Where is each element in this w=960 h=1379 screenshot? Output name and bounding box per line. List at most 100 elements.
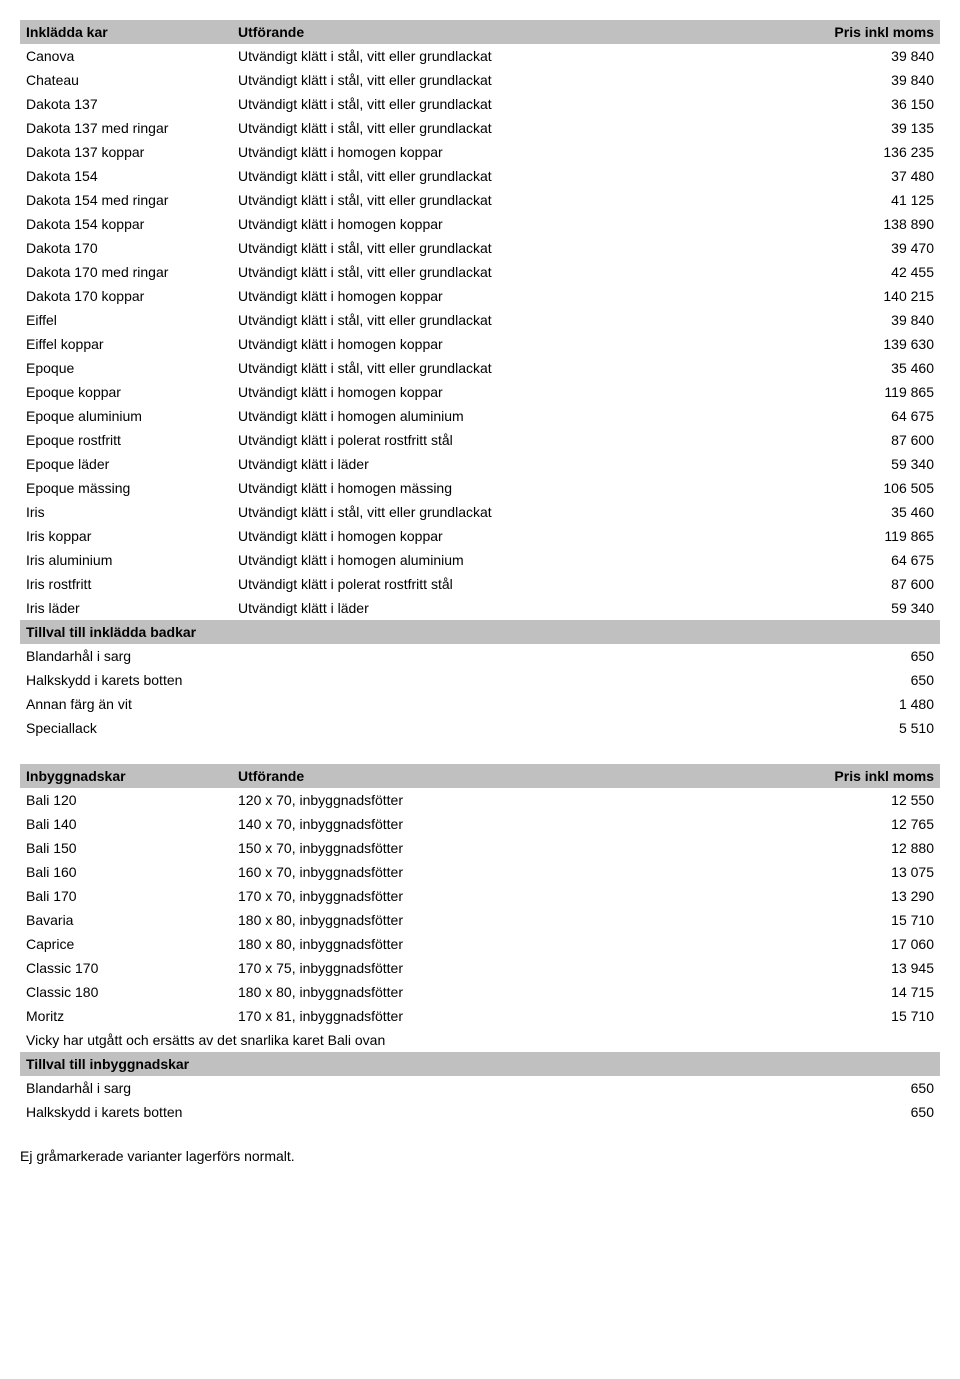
cell-desc: Utvändigt klätt i homogen koppar — [232, 332, 808, 356]
cell-desc: Utvändigt klätt i homogen koppar — [232, 524, 808, 548]
cell-price: 39 135 — [808, 116, 940, 140]
header-col2: Utförande — [232, 20, 808, 44]
table-row: Blandarhål i sarg650 — [20, 644, 940, 668]
cell-name: Eiffel — [20, 308, 232, 332]
cell-name: Bali 150 — [20, 836, 232, 860]
cell-price: 37 480 — [808, 164, 940, 188]
cell-desc: Utvändigt klätt i stål, vitt eller grund… — [232, 68, 808, 92]
cell-name: Iris rostfritt — [20, 572, 232, 596]
table-note-row: Vicky har utgått och ersätts av det snar… — [20, 1028, 940, 1052]
table-row: Iris läderUtvändigt klätt i läder59 340 — [20, 596, 940, 620]
table-row: Dakota 170Utvändigt klätt i stål, vitt e… — [20, 236, 940, 260]
table-row: Iris kopparUtvändigt klätt i homogen kop… — [20, 524, 940, 548]
cell-desc: Utvändigt klätt i homogen koppar — [232, 212, 808, 236]
cell-name: Epoque koppar — [20, 380, 232, 404]
cell-name: Dakota 137 med ringar — [20, 116, 232, 140]
table-header-row: Inklädda kar Utförande Pris inkl moms — [20, 20, 940, 44]
cell-price: 12 880 — [808, 836, 940, 860]
cell-name: Epoque läder — [20, 452, 232, 476]
table-row: Dakota 154 kopparUtvändigt klätt i homog… — [20, 212, 940, 236]
inbyggnadskar-table: Inbyggnadskar Utförande Pris inkl moms B… — [20, 764, 940, 1124]
cell-name: Epoque mässing — [20, 476, 232, 500]
cell-desc: 180 x 80, inbyggnadsfötter — [232, 908, 808, 932]
table-row: Dakota 137 kopparUtvändigt klätt i homog… — [20, 140, 940, 164]
cell-name: Classic 180 — [20, 980, 232, 1004]
cell-price: 650 — [808, 668, 940, 692]
cell-name: Bali 120 — [20, 788, 232, 812]
cell-desc: 170 x 81, inbyggnadsfötter — [232, 1004, 808, 1028]
table-row: EpoqueUtvändigt klätt i stål, vitt eller… — [20, 356, 940, 380]
cell-name: Epoque aluminium — [20, 404, 232, 428]
cell-price: 5 510 — [808, 716, 940, 740]
cell-name: Dakota 137 koppar — [20, 140, 232, 164]
cell-desc: Utvändigt klätt i homogen koppar — [232, 284, 808, 308]
cell-desc: Utvändigt klätt i stål, vitt eller grund… — [232, 188, 808, 212]
cell-desc: Utvändigt klätt i stål, vitt eller grund… — [232, 116, 808, 140]
table-row: Bavaria180 x 80, inbyggnadsfötter15 710 — [20, 908, 940, 932]
cell-price: 12 550 — [808, 788, 940, 812]
cell-price: 650 — [808, 1100, 940, 1124]
cell-desc: Utvändigt klätt i homogen aluminium — [232, 548, 808, 572]
footnote: Ej gråmarkerade varianter lagerförs norm… — [20, 1148, 940, 1164]
table-row: Dakota 137 med ringarUtvändigt klätt i s… — [20, 116, 940, 140]
cell-price: 35 460 — [808, 356, 940, 380]
cell-name: Chateau — [20, 68, 232, 92]
table-row: Annan färg än vit1 480 — [20, 692, 940, 716]
cell-name: Halkskydd i karets botten — [20, 668, 232, 692]
table-row: Caprice180 x 80, inbyggnadsfötter17 060 — [20, 932, 940, 956]
cell-price: 39 840 — [808, 68, 940, 92]
table-row: Bali 150150 x 70, inbyggnadsfötter12 880 — [20, 836, 940, 860]
cell-price: 59 340 — [808, 596, 940, 620]
table-row: Iris aluminiumUtvändigt klätt i homogen … — [20, 548, 940, 572]
cell-price: 64 675 — [808, 404, 940, 428]
cell-name: Caprice — [20, 932, 232, 956]
cell-name: Blandarhål i sarg — [20, 644, 232, 668]
cell-desc: Utvändigt klätt i stål, vitt eller grund… — [232, 164, 808, 188]
cell-desc — [232, 716, 808, 740]
table-row: Speciallack5 510 — [20, 716, 940, 740]
cell-price: 17 060 — [808, 932, 940, 956]
table-row: Epoque mässingUtvändigt klätt i homogen … — [20, 476, 940, 500]
cell-desc: 140 x 70, inbyggnadsfötter — [232, 812, 808, 836]
cell-name: Bali 170 — [20, 884, 232, 908]
table-row: Eiffel kopparUtvändigt klätt i homogen k… — [20, 332, 940, 356]
cell-price: 140 215 — [808, 284, 940, 308]
cell-desc — [232, 668, 808, 692]
tillval-section-label: Tillval till inbyggnadskar — [20, 1052, 940, 1076]
table-row: Moritz170 x 81, inbyggnadsfötter15 710 — [20, 1004, 940, 1028]
cell-price: 15 710 — [808, 1004, 940, 1028]
cell-price: 39 470 — [808, 236, 940, 260]
cell-desc: Utvändigt klätt i stål, vitt eller grund… — [232, 236, 808, 260]
cell-price: 12 765 — [808, 812, 940, 836]
cell-name: Dakota 154 — [20, 164, 232, 188]
cell-price: 41 125 — [808, 188, 940, 212]
cell-desc: Utvändigt klätt i homogen koppar — [232, 140, 808, 164]
header-col3: Pris inkl moms — [808, 20, 940, 44]
cell-desc — [232, 1076, 808, 1100]
cell-desc: 150 x 70, inbyggnadsfötter — [232, 836, 808, 860]
cell-name: Dakota 170 — [20, 236, 232, 260]
cell-name: Bali 160 — [20, 860, 232, 884]
table-row: EiffelUtvändigt klätt i stål, vitt eller… — [20, 308, 940, 332]
table-note: Vicky har utgått och ersätts av det snar… — [20, 1028, 940, 1052]
cell-name: Canova — [20, 44, 232, 68]
cell-name: Halkskydd i karets botten — [20, 1100, 232, 1124]
cell-price: 138 890 — [808, 212, 940, 236]
cell-desc: 170 x 70, inbyggnadsfötter — [232, 884, 808, 908]
cell-name: Iris aluminium — [20, 548, 232, 572]
table-row: Dakota 170 kopparUtvändigt klätt i homog… — [20, 284, 940, 308]
cell-desc: 170 x 75, inbyggnadsfötter — [232, 956, 808, 980]
table-row: Bali 160160 x 70, inbyggnadsfötter13 075 — [20, 860, 940, 884]
header-col2: Utförande — [232, 764, 808, 788]
cell-price: 13 945 — [808, 956, 940, 980]
table-row: Dakota 154Utvändigt klätt i stål, vitt e… — [20, 164, 940, 188]
table-row: Classic 180180 x 80, inbyggnadsfötter14 … — [20, 980, 940, 1004]
cell-name: Dakota 154 med ringar — [20, 188, 232, 212]
table-row: ChateauUtvändigt klätt i stål, vitt elle… — [20, 68, 940, 92]
cell-name: Eiffel koppar — [20, 332, 232, 356]
table-header-row: Inbyggnadskar Utförande Pris inkl moms — [20, 764, 940, 788]
table-row: Iris rostfrittUtvändigt klätt i polerat … — [20, 572, 940, 596]
cell-name: Dakota 137 — [20, 92, 232, 116]
table-row: Epoque kopparUtvändigt klätt i homogen k… — [20, 380, 940, 404]
cell-price: 119 865 — [808, 524, 940, 548]
